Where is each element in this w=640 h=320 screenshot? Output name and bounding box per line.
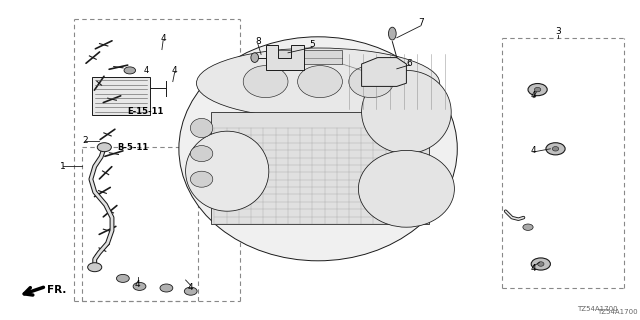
Ellipse shape [349, 66, 394, 98]
Ellipse shape [97, 143, 111, 152]
Ellipse shape [116, 274, 129, 282]
Text: 4: 4 [531, 146, 536, 155]
Ellipse shape [528, 84, 547, 96]
Ellipse shape [358, 150, 454, 227]
Text: TZ54A1700: TZ54A1700 [597, 309, 638, 315]
Ellipse shape [362, 70, 451, 154]
Text: 4: 4 [531, 264, 536, 273]
Text: 4: 4 [188, 284, 193, 292]
Polygon shape [362, 58, 406, 86]
Text: 4: 4 [161, 34, 166, 43]
Ellipse shape [191, 118, 212, 138]
Text: 7: 7 [419, 18, 424, 27]
Text: FR.: FR. [47, 284, 67, 295]
Ellipse shape [133, 282, 146, 291]
Text: 4: 4 [135, 280, 140, 289]
Text: 4: 4 [531, 92, 536, 100]
Text: B-5-11: B-5-11 [117, 143, 148, 152]
Ellipse shape [88, 263, 102, 272]
Ellipse shape [251, 53, 259, 62]
Bar [92, 77, 150, 115]
Ellipse shape [196, 48, 440, 118]
Text: 8: 8 [255, 37, 260, 46]
Ellipse shape [546, 143, 565, 155]
Ellipse shape [534, 87, 541, 92]
Ellipse shape [186, 131, 269, 211]
Text: 5: 5 [310, 40, 315, 49]
Text: 4: 4 [172, 66, 177, 75]
Text: 3: 3 [556, 28, 561, 36]
Ellipse shape [184, 287, 197, 295]
Ellipse shape [298, 66, 342, 98]
Ellipse shape [160, 284, 173, 292]
Ellipse shape [523, 224, 533, 230]
Text: 6: 6 [407, 60, 412, 68]
Ellipse shape [388, 27, 396, 40]
Text: TZ54A1700: TZ54A1700 [577, 306, 618, 312]
Bar [266, 50, 342, 64]
Ellipse shape [179, 37, 457, 261]
Text: 2: 2 [83, 136, 88, 145]
Ellipse shape [191, 171, 212, 187]
Ellipse shape [124, 67, 136, 74]
Ellipse shape [552, 147, 559, 151]
Ellipse shape [538, 262, 544, 266]
Bar [211, 112, 429, 224]
Ellipse shape [531, 258, 550, 270]
Text: 4: 4 [144, 66, 149, 75]
Text: 1: 1 [60, 162, 65, 171]
Polygon shape [266, 45, 304, 70]
Ellipse shape [191, 146, 212, 162]
Ellipse shape [243, 66, 288, 98]
Text: E-15-11: E-15-11 [128, 108, 164, 116]
